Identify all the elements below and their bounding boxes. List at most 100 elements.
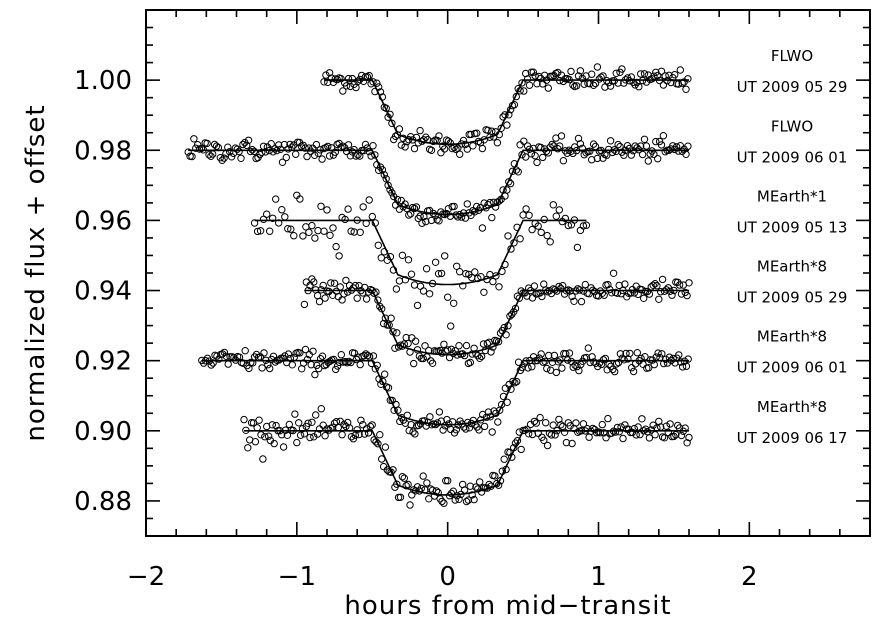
data-point — [437, 269, 446, 278]
data-point — [608, 289, 616, 297]
x-tick-label: 2 — [741, 562, 758, 592]
data-point — [599, 72, 607, 80]
data-point — [462, 270, 470, 278]
data-point — [491, 472, 499, 480]
data-point — [184, 148, 192, 156]
data-point — [464, 496, 473, 504]
data-point — [518, 79, 526, 87]
data-point — [591, 287, 599, 296]
data-point — [444, 137, 453, 145]
data-point — [239, 140, 247, 149]
data-point — [395, 125, 404, 133]
transit-model-line — [304, 289, 689, 356]
data-point — [456, 268, 464, 276]
data-point — [524, 364, 532, 372]
data-point — [292, 150, 300, 158]
data-point — [414, 139, 422, 147]
data-point — [340, 290, 348, 298]
data-point — [675, 281, 684, 289]
data-point — [359, 421, 367, 429]
data-point — [503, 121, 511, 129]
data-point — [571, 361, 579, 369]
data-point — [340, 420, 348, 429]
data-point — [573, 362, 581, 371]
data-point — [546, 238, 554, 246]
data-point — [440, 145, 449, 153]
data-point — [599, 356, 608, 364]
data-point — [427, 216, 436, 225]
data-point — [407, 421, 415, 429]
data-point — [336, 283, 344, 291]
data-point — [484, 408, 493, 416]
data-point — [311, 234, 319, 242]
data-point — [534, 222, 542, 230]
data-point — [557, 421, 565, 429]
data-point — [264, 432, 273, 440]
data-point — [530, 417, 539, 426]
data-point — [440, 499, 448, 507]
data-point — [377, 254, 385, 262]
data-point — [361, 140, 370, 149]
y-tick-label: 1.00 — [74, 66, 132, 96]
data-point — [540, 280, 548, 288]
data-point — [642, 78, 651, 86]
y-tick-label: 0.92 — [74, 347, 132, 377]
data-point — [444, 346, 452, 354]
data-point — [476, 478, 484, 486]
data-point — [439, 426, 447, 434]
data-point — [220, 154, 228, 162]
data-point — [653, 282, 661, 290]
data-point — [569, 363, 577, 371]
data-points — [184, 63, 693, 509]
data-point — [664, 428, 672, 437]
data-point — [318, 155, 326, 163]
data-point — [421, 342, 429, 350]
data-point — [205, 151, 213, 159]
data-point — [258, 364, 266, 372]
data-point — [347, 433, 356, 441]
data-point — [582, 221, 591, 229]
data-point — [347, 358, 355, 367]
data-point — [523, 75, 532, 83]
data-point — [278, 206, 286, 214]
data-point — [227, 153, 236, 161]
data-point — [300, 300, 309, 309]
data-point — [379, 462, 388, 471]
data-point — [589, 140, 598, 148]
data-point — [371, 151, 379, 159]
data-point — [559, 157, 568, 165]
data-point — [459, 282, 467, 290]
data-point — [364, 351, 372, 360]
data-point — [671, 71, 679, 79]
data-point — [396, 493, 405, 501]
data-point — [638, 150, 647, 159]
data-point — [416, 126, 424, 135]
data-point — [344, 74, 353, 83]
data-point — [395, 277, 404, 285]
data-point — [661, 72, 669, 80]
data-point — [346, 152, 355, 160]
data-point — [369, 352, 378, 360]
series-date-label: UT 2009 05 29 — [737, 289, 848, 307]
data-point — [429, 137, 437, 146]
data-point — [589, 81, 598, 90]
data-point — [397, 141, 405, 149]
data-point — [246, 147, 255, 156]
data-point — [271, 145, 279, 153]
data-point — [568, 292, 576, 301]
data-point — [466, 482, 474, 490]
data-point — [356, 228, 364, 237]
data-point — [410, 144, 419, 153]
data-point — [283, 431, 292, 439]
data-point — [586, 147, 594, 155]
data-point — [381, 370, 389, 378]
data-point — [276, 145, 285, 154]
data-point — [346, 82, 355, 91]
data-point — [240, 415, 248, 424]
data-point — [423, 479, 431, 487]
data-point — [523, 425, 531, 433]
data-point — [616, 350, 625, 358]
data-point — [654, 71, 662, 80]
data-point — [405, 211, 413, 219]
